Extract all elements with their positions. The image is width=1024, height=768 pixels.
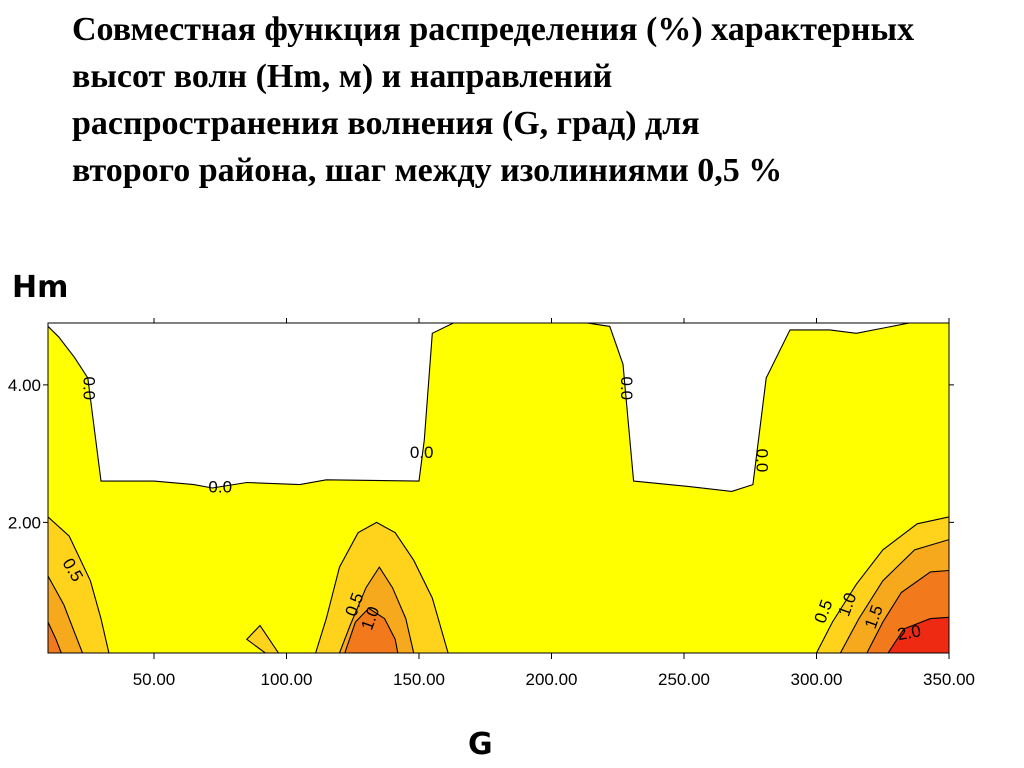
y-axis: 2.00 4.00 (8, 376, 954, 532)
isoline-0.5-2 (245, 624, 279, 653)
chart-title-line-4: второго района, шаг между изолиниями 0,5… (72, 152, 783, 189)
chart-title: Совместная функция распределения (%) хар… (72, 6, 1017, 194)
contour-fills (48, 323, 949, 653)
contour-band-2.0-0 (888, 617, 949, 653)
isoline-1.0-1 (338, 566, 415, 653)
isoline-2.0-0 (887, 616, 949, 653)
contour-band-0.5-2 (246, 625, 279, 653)
isoline-1.0-2 (839, 539, 949, 653)
isoline-0.5-1 (315, 521, 449, 653)
y-tick-label: 2.00 (8, 513, 41, 532)
y-tick-label: 4.00 (8, 376, 41, 395)
x-axis: 50.00 100.00 150.00 200.00 250.00 300.00 350.0… (133, 318, 975, 689)
isoline-0.5-3 (816, 516, 949, 653)
chart-title-line-3: распространения волнения (G, град) для (72, 105, 700, 142)
isoline-label-0.0: 0.0 (79, 376, 98, 400)
isoline-label-2.0: 2.0 (896, 621, 923, 644)
x-tick-label: 350.00 (923, 670, 975, 689)
isoline-label-0.0: 0.0 (410, 443, 434, 462)
isoline-1.5-0 (48, 621, 62, 653)
x-axis-label: G (468, 727, 493, 762)
contour-band-1.0-0 (48, 576, 83, 653)
x-tick-label: 300.00 (791, 670, 843, 689)
x-tick-label: 200.00 (526, 670, 578, 689)
x-tick-label: 250.00 (658, 670, 710, 689)
x-tick-label: 100.00 (261, 670, 313, 689)
y-axis-label: Hm (12, 270, 69, 305)
x-tick-label: 50.00 (133, 670, 176, 689)
isoline-0.0 (48, 323, 925, 492)
chart-title-line-2: высот волн (Hm, м) и направлений (72, 58, 613, 95)
isoline-1.5-2 (866, 569, 949, 653)
chart-title-line-1: Совместная функция распределения (%) хар… (72, 11, 915, 48)
isoline-1.5-1 (344, 607, 399, 653)
isoline-1.0-0 (48, 575, 84, 653)
isoline-0.5-0 (48, 516, 110, 653)
isolines (48, 323, 949, 653)
isoline-label-0.0: 0.0 (752, 449, 771, 473)
plot-frame (47, 322, 950, 654)
isoline-label-0.0: 0.0 (617, 376, 636, 400)
contour-band-0.0 (48, 323, 949, 653)
x-tick-label: 150.00 (393, 670, 445, 689)
isoline-label-0.0: 0.0 (208, 477, 232, 496)
